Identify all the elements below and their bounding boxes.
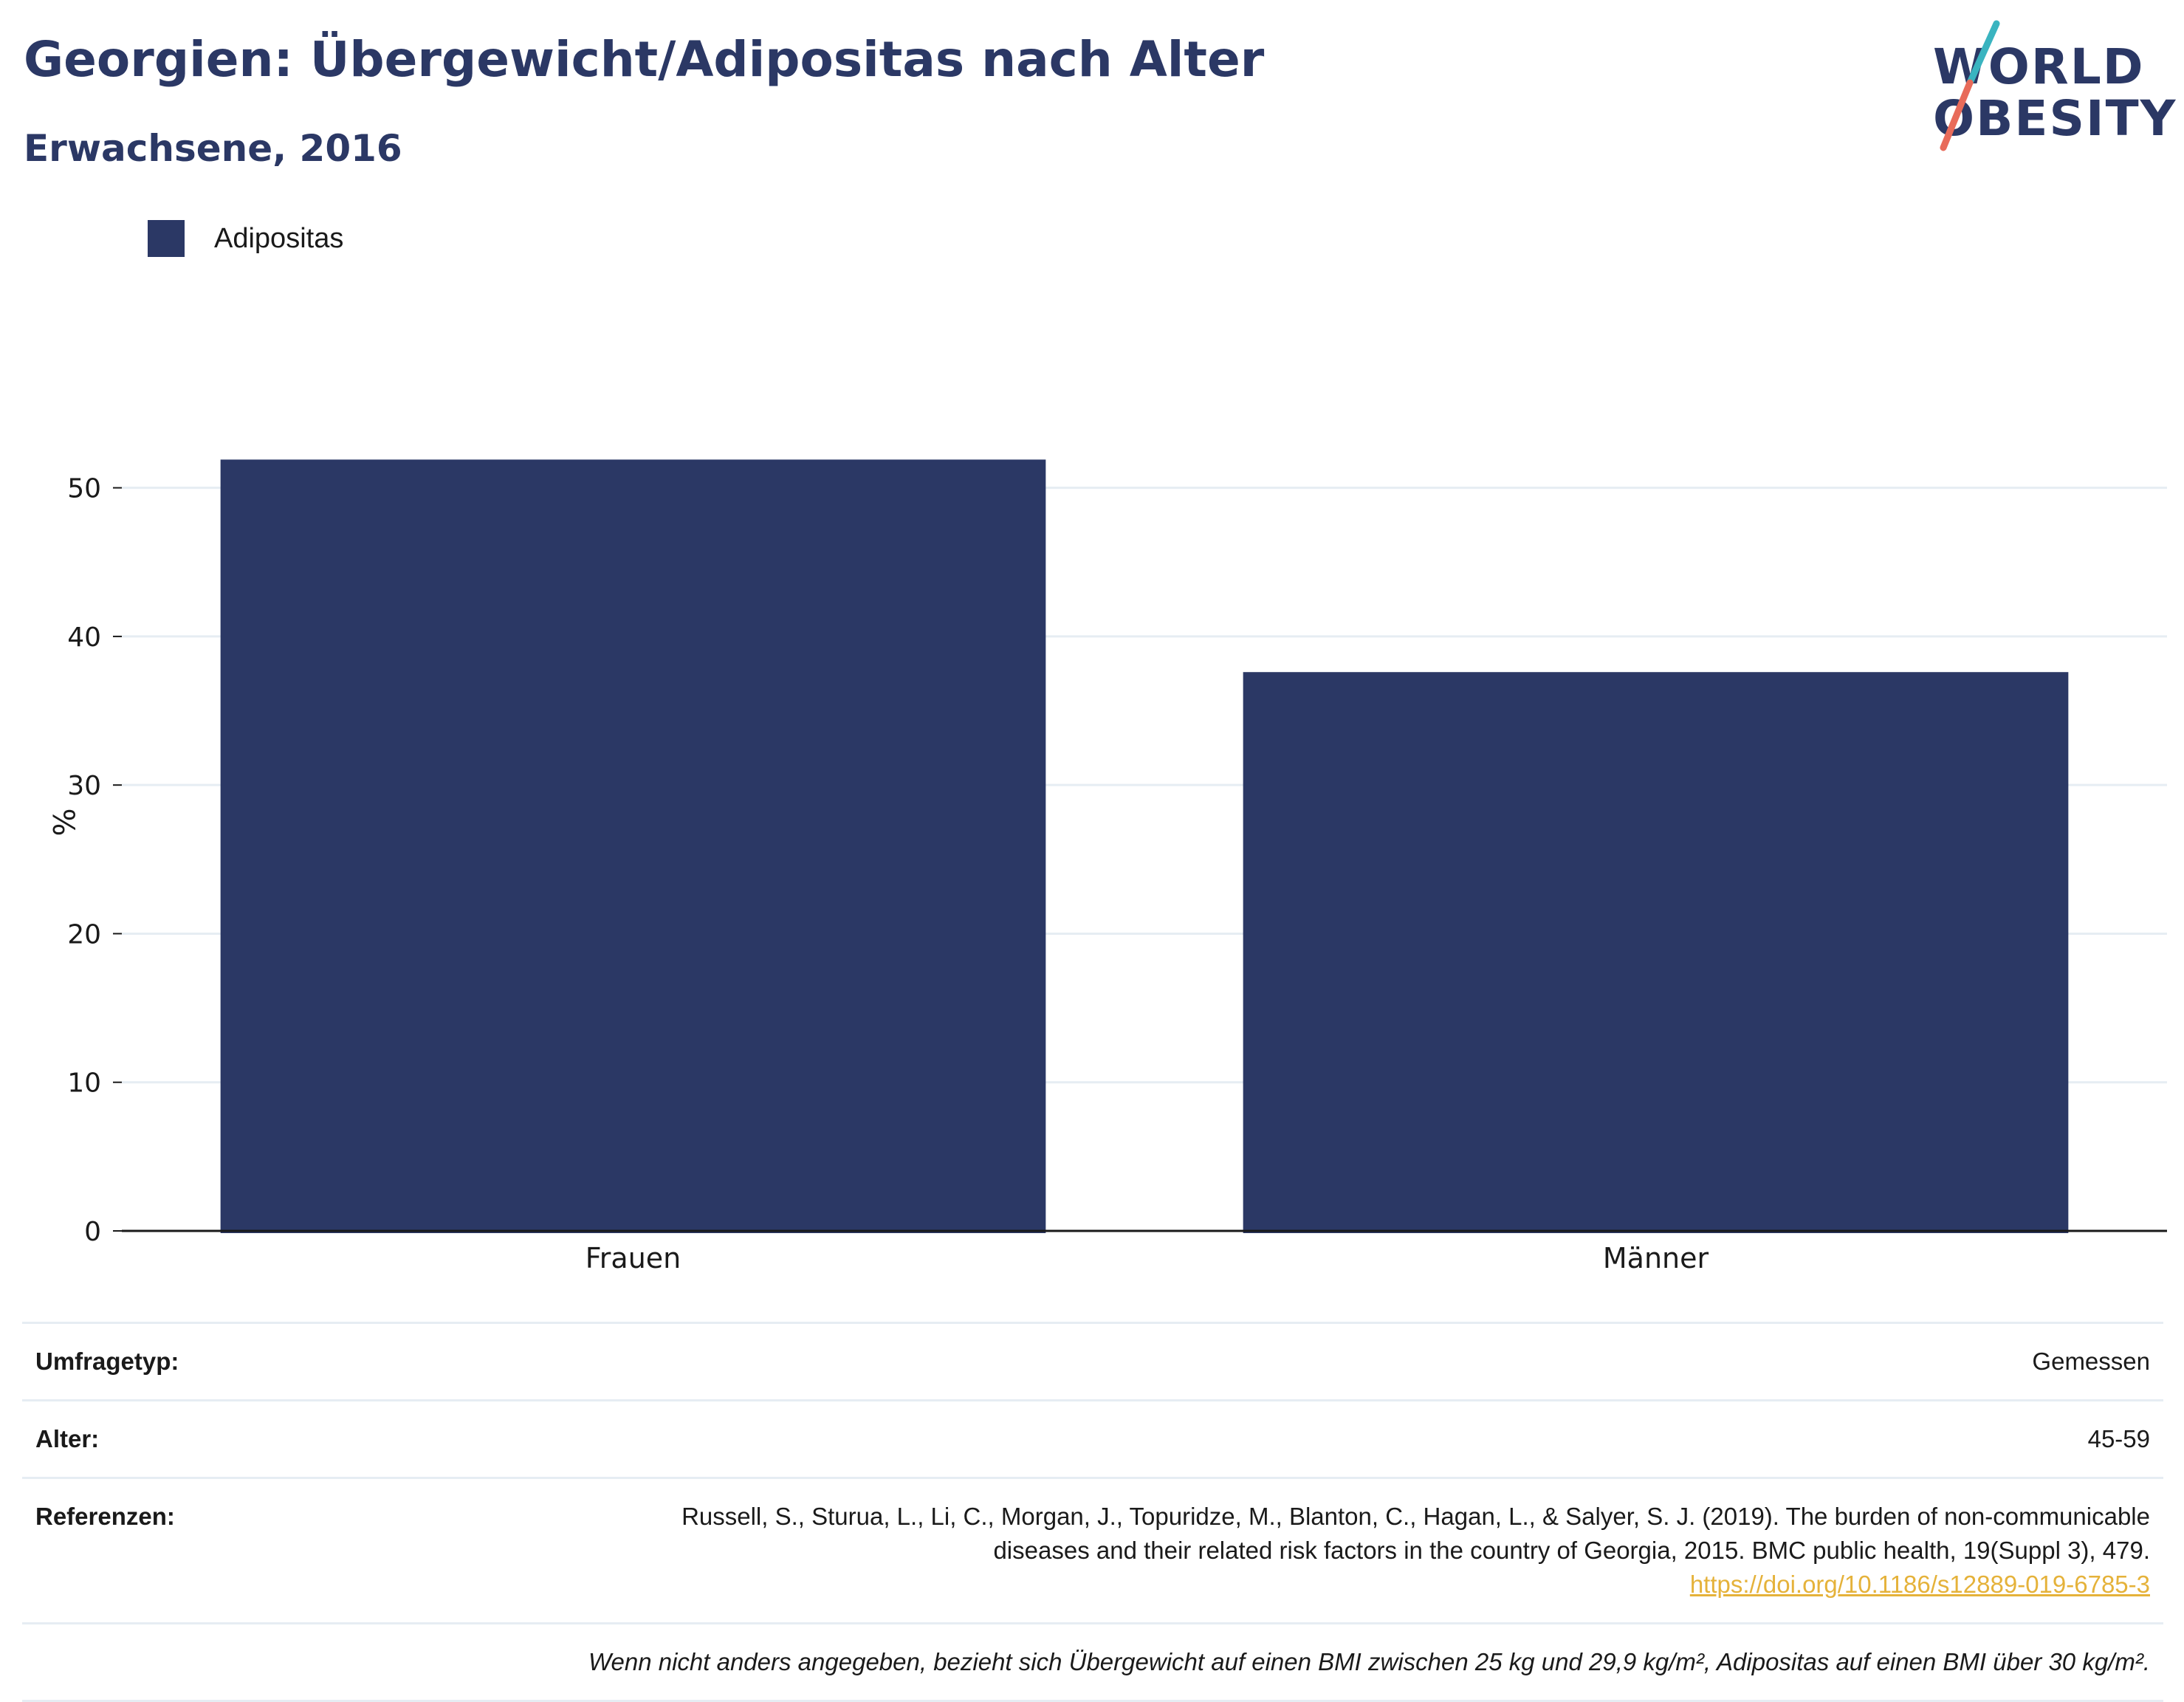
y-tick-label-20: 20	[67, 919, 101, 950]
meta-references-label: Referenzen:	[35, 1503, 175, 1530]
y-tick-label-10: 10	[67, 1068, 101, 1099]
bar-männer	[1243, 672, 2069, 1233]
reference-line-1: Russell, S., Sturua, L., Li, C., Morgan,…	[681, 1503, 2150, 1530]
bar-frauen	[220, 459, 1046, 1233]
meta-survey-value: Gemessen	[2032, 1348, 2150, 1375]
bar-chart: 0 10 20 30 40 50 Frauen Männer%	[46, 459, 2167, 1274]
reference-doi-link[interactable]: https://doi.org/10.1186/s12889-019-6785-…	[1689, 1571, 2150, 1598]
meta-age-label: Alter:	[35, 1425, 100, 1452]
meta-age-value: 45-59	[2087, 1425, 2150, 1452]
logo-slash-icon	[1940, 20, 2000, 151]
y-tick-label-40: 40	[67, 622, 101, 653]
metadata-table: Umfragetyp: Gemessen Alter: 45-59 Refere…	[22, 1322, 2163, 1702]
bars	[220, 459, 2069, 1233]
x-tick-label-frauen: Frauen	[586, 1242, 681, 1274]
meta-row-survey: Umfragetyp: Gemessen	[22, 1322, 2163, 1399]
meta-survey-label: Umfragetyp:	[35, 1348, 179, 1375]
y-axis-label: %	[46, 808, 80, 836]
legend-label-adipositas: Adipositas	[214, 222, 344, 254]
legend-swatch-adipositas	[148, 220, 185, 257]
meta-row-note: Wenn nicht anders angegeben, bezieht sic…	[22, 1622, 2163, 1702]
y-tick-label-30: 30	[67, 771, 101, 801]
logo-word-obesity: OBESITY	[1933, 90, 2177, 147]
meta-row-age: Alter: 45-59	[22, 1399, 2163, 1477]
x-tick-label-männer: Männer	[1603, 1242, 1709, 1274]
y-tick-label-0: 0	[84, 1217, 101, 1247]
meta-references-value: Russell, S., Sturua, L., Li, C., Morgan,…	[681, 1500, 2150, 1602]
meta-row-references: Referenzen: Russell, S., Sturua, L., Li,…	[22, 1477, 2163, 1622]
chart-legend: Adipositas	[148, 220, 343, 257]
bmi-definition-note: Wenn nicht anders angegeben, bezieht sic…	[588, 1648, 2150, 1675]
chart-title: Georgien: Übergewicht/Adipositas nach Al…	[24, 31, 1265, 88]
axes: 0 10 20 30 40 50 Frauen Männer%	[46, 474, 2167, 1274]
y-tick-label-50: 50	[67, 474, 101, 504]
reference-line-2: diseases and their related risk factors …	[993, 1537, 2150, 1564]
chart-subtitle: Erwachsene, 2016	[24, 127, 402, 170]
world-obesity-logo: WORLD OBESITY	[1920, 16, 2175, 164]
